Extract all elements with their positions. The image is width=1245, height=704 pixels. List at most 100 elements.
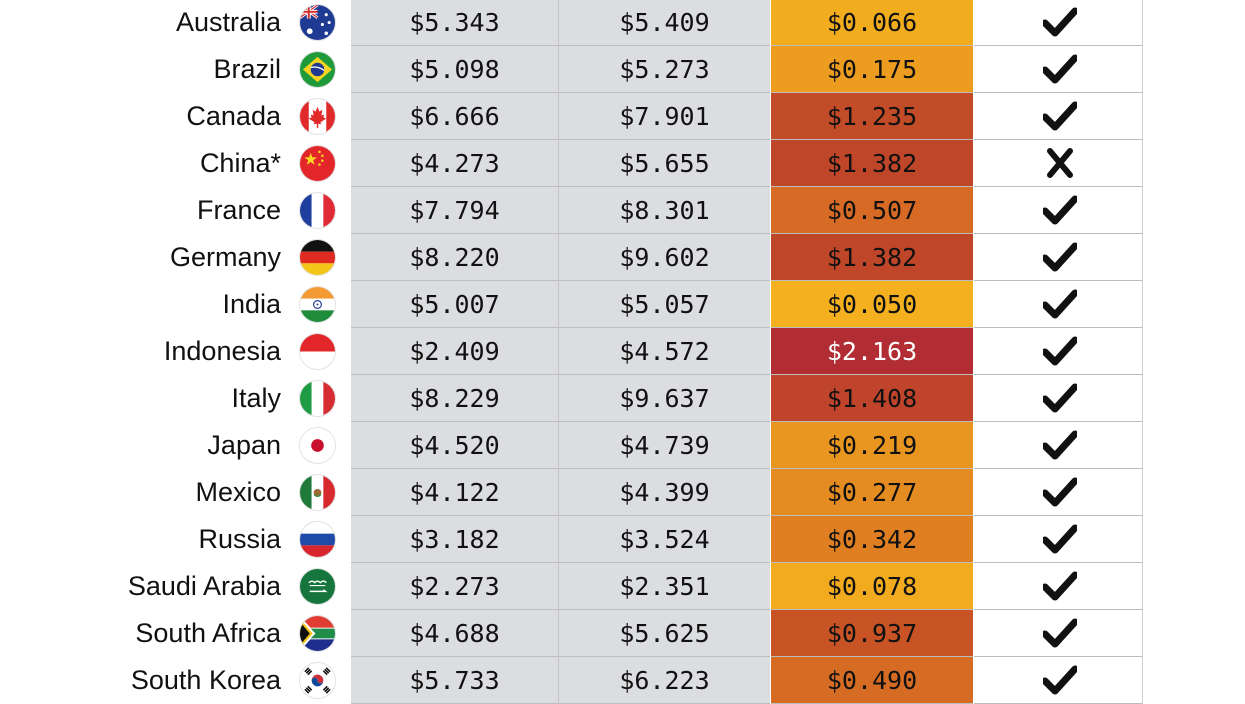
price-difference-cell: $0.277	[771, 469, 973, 516]
price-before-cell: $8.229	[351, 375, 559, 422]
price-before-cell: $4.688	[351, 610, 559, 657]
price-after-cell: $5.409	[559, 0, 770, 46]
price-difference-cell: $0.066	[771, 0, 973, 46]
country-name: Canada	[186, 101, 281, 131]
table-row: China* $4.273 $5.655 $1.382	[0, 140, 1245, 187]
price-after-cell: $4.399	[559, 469, 770, 516]
table-row: South Korea $5.733 $6.223 $0.490	[0, 657, 1245, 704]
price-after-cell: $5.655	[559, 140, 770, 187]
country-name: Germany	[169, 242, 281, 272]
price-after-cell: $4.739	[559, 422, 770, 469]
table-row: Indonesia $2.409 $4.572 $2.163	[0, 328, 1245, 375]
price-before-cell: $7.794	[351, 187, 559, 234]
price-before-cell: $2.409	[351, 328, 559, 375]
check-icon	[974, 93, 1143, 140]
price-after-cell: $8.301	[559, 187, 770, 234]
price-difference-cell: $0.342	[771, 516, 973, 563]
china-flag-icon	[300, 146, 335, 181]
table-row: France $7.794 $8.301 $0.507	[0, 187, 1245, 234]
russia-flag-icon	[300, 522, 335, 557]
table-row: Canada $6.666 $7.901 $1.235	[0, 93, 1245, 140]
price-before-cell: $4.273	[351, 140, 559, 187]
south-korea-flag-icon	[300, 663, 335, 698]
price-difference-cell: $0.050	[771, 281, 973, 328]
country-name: Australia	[175, 7, 281, 37]
table-row: Saudi Arabia $2.273 $2.351 $0.078	[0, 563, 1245, 610]
price-before-cell: $5.007	[351, 281, 559, 328]
price-difference-cell: $0.507	[771, 187, 973, 234]
price-difference-cell: $0.937	[771, 610, 973, 657]
price-before-cell: $4.520	[351, 422, 559, 469]
check-icon	[974, 610, 1143, 657]
france-flag-icon	[300, 193, 335, 228]
price-difference-cell: $0.175	[771, 46, 973, 93]
check-icon	[974, 0, 1143, 46]
country-name: Indonesia	[163, 336, 281, 366]
table-row: Australia $5.343 $5.409 $0.066	[0, 0, 1245, 46]
price-after-cell: $5.057	[559, 281, 770, 328]
price-difference-cell: $0.078	[771, 563, 973, 610]
check-icon	[974, 234, 1143, 281]
price-difference-cell: $0.490	[771, 657, 973, 704]
mexico-flag-icon	[300, 475, 335, 510]
check-icon	[974, 375, 1143, 422]
table-row: Italy $8.229 $9.637 $1.408	[0, 375, 1245, 422]
country-name: Italy	[231, 383, 281, 413]
check-icon	[974, 328, 1143, 375]
check-icon	[974, 422, 1143, 469]
table-row: Mexico $4.122 $4.399 $0.277	[0, 469, 1245, 516]
australia-flag-icon	[300, 5, 335, 40]
check-icon	[974, 516, 1143, 563]
price-difference-cell: $2.163	[771, 328, 973, 375]
canada-flag-icon	[300, 99, 335, 134]
price-before-cell: $5.733	[351, 657, 559, 704]
check-icon	[974, 46, 1143, 93]
country-name: Brazil	[213, 54, 281, 84]
price-after-cell: $5.625	[559, 610, 770, 657]
japan-flag-icon	[300, 428, 335, 463]
table-row: Japan $4.520 $4.739 $0.219	[0, 422, 1245, 469]
table-row: Brazil $5.098 $5.273 $0.175	[0, 46, 1245, 93]
table-row: India $5.007 $5.057 $0.050	[0, 281, 1245, 328]
italy-flag-icon	[300, 381, 335, 416]
country-name: Saudi Arabia	[127, 571, 281, 601]
india-flag-icon	[300, 287, 335, 322]
germany-flag-icon	[300, 240, 335, 275]
check-icon	[974, 187, 1143, 234]
check-icon	[974, 469, 1143, 516]
check-icon	[974, 281, 1143, 328]
country-name: Russia	[198, 524, 281, 554]
price-before-cell: $2.273	[351, 563, 559, 610]
price-difference-cell: $1.382	[771, 234, 973, 281]
price-after-cell: $6.223	[559, 657, 770, 704]
price-before-cell: $4.122	[351, 469, 559, 516]
price-after-cell: $7.901	[559, 93, 770, 140]
check-icon	[974, 657, 1143, 704]
country-name: China*	[199, 148, 281, 178]
cross-icon	[974, 140, 1143, 187]
price-difference-cell: $1.382	[771, 140, 973, 187]
table-row: Germany $8.220 $9.602 $1.382	[0, 234, 1245, 281]
price-after-cell: $2.351	[559, 563, 770, 610]
saudi-arabia-flag-icon	[300, 569, 335, 604]
price-before-cell: $5.343	[351, 0, 559, 46]
price-before-cell: $6.666	[351, 93, 559, 140]
country-name: India	[222, 289, 281, 319]
price-after-cell: $9.637	[559, 375, 770, 422]
price-before-cell: $8.220	[351, 234, 559, 281]
country-name: South Africa	[135, 618, 281, 648]
price-after-cell: $3.524	[559, 516, 770, 563]
price-before-cell: $3.182	[351, 516, 559, 563]
indonesia-flag-icon	[300, 334, 335, 369]
country-name: Mexico	[195, 477, 281, 507]
price-after-cell: $4.572	[559, 328, 770, 375]
price-difference-cell: $0.219	[771, 422, 973, 469]
country-name: South Korea	[130, 665, 281, 695]
table-row: Russia $3.182 $3.524 $0.342	[0, 516, 1245, 563]
price-before-cell: $5.098	[351, 46, 559, 93]
table-row: South Africa $4.688 $5.625 $0.937	[0, 610, 1245, 657]
price-after-cell: $5.273	[559, 46, 770, 93]
south-africa-flag-icon	[300, 616, 335, 651]
country-name: France	[196, 195, 281, 225]
